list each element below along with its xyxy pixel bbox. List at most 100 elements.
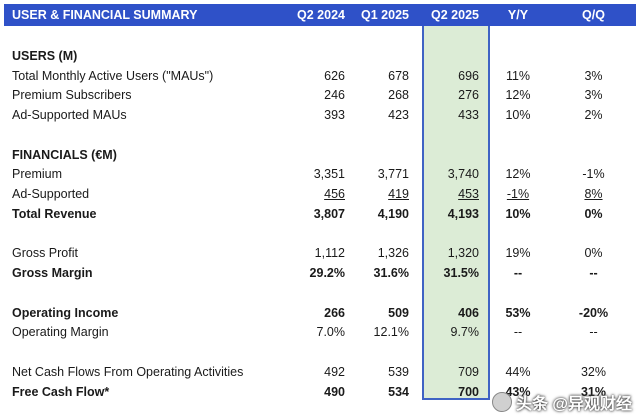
cell-q1-2025: 539 (388, 365, 409, 380)
cell-q2-2024: 29.2% (309, 266, 345, 281)
table-row-free-cash-flow: Free Cash Flow* 490 534 700 43% 31% (4, 382, 636, 402)
section-financials: FINANCIALS (€M) (4, 145, 636, 165)
cell-qq: 8% (584, 186, 603, 201)
row-label: Ad-Supported MAUs (12, 107, 127, 122)
table-header: USER & FINANCIAL SUMMARY Q2 2024 Q1 2025… (4, 4, 636, 26)
q2-2025-column-highlight (422, 4, 490, 400)
cell-yy: 10% (505, 107, 531, 122)
cell-qq: 3% (584, 88, 603, 103)
cell-q2-2024: 3,807 (313, 206, 345, 221)
spacer (4, 224, 636, 244)
col-header-q1-2025: Q1 2025 (361, 8, 409, 22)
cell-q1-2025: 509 (388, 305, 409, 320)
table-row-operating-income: Operating Income 266 509 406 53% -20% (4, 303, 636, 323)
row-label: Total Revenue (12, 206, 97, 221)
cell-qq: 31% (580, 384, 607, 399)
cell-q1-2025: 12.1% (373, 325, 409, 340)
section-title: USERS (M) (12, 48, 78, 63)
table-row-gross-margin: Gross Margin 29.2% 31.6% 31.5% -- -- (4, 263, 636, 283)
watermark-text: 头条 @异观财经 (515, 396, 632, 413)
table-row-total-revenue: Total Revenue 3,807 4,190 4,193 10% 0% (4, 204, 636, 224)
cell-q2-2025: 4,193 (447, 206, 479, 221)
cell-q2-2024: 246 (324, 88, 345, 103)
cell-yy: -1% (506, 186, 530, 201)
table-row-ad-supported: Ad-Supported 456 419 453 -1% 8% (4, 184, 636, 204)
cell-q2-2025: 709 (458, 365, 479, 380)
row-label: Total Monthly Active Users ("MAUs") (12, 68, 214, 83)
spacer (4, 26, 636, 46)
table-title: USER & FINANCIAL SUMMARY (12, 8, 198, 22)
cell-yy: 43% (505, 384, 531, 399)
cell-q2-2025: 1,320 (447, 246, 479, 261)
cell-yy: -- (513, 325, 523, 340)
cell-q1-2025: 31.6% (373, 266, 409, 281)
row-label: Operating Margin (12, 325, 109, 340)
cell-q1-2025: 3,771 (377, 167, 409, 182)
row-label: Ad-Supported (12, 186, 90, 201)
cell-q2-2025: 3,740 (447, 167, 479, 182)
cell-yy: 10% (505, 206, 531, 221)
cell-yy: 19% (505, 246, 531, 261)
cell-qq: 3% (584, 68, 603, 83)
cell-q1-2025: 678 (388, 68, 409, 83)
cell-qq: 0% (584, 206, 603, 221)
cell-yy: -- (513, 266, 523, 281)
row-label: Premium (12, 167, 63, 182)
cell-q1-2025: 423 (388, 107, 409, 122)
cell-qq: -1% (582, 167, 605, 182)
cell-yy: 11% (505, 68, 531, 83)
watermark: 头条 @异观财经 (491, 390, 632, 414)
cell-q2-2024: 1,112 (314, 246, 345, 261)
section-title: FINANCIALS (€M) (12, 147, 117, 162)
cell-yy: 53% (505, 305, 531, 320)
cell-q2-2024: 7.0% (316, 325, 346, 340)
col-header-q2-2024: Q2 2024 (297, 8, 345, 22)
row-label: Operating Income (12, 305, 119, 320)
cell-q2-2024: 3,351 (313, 167, 345, 182)
cell-q2-2025: 31.5% (443, 266, 479, 281)
table-row-premium: Premium 3,351 3,771 3,740 12% -1% (4, 164, 636, 184)
col-header-qq: Q/Q (582, 8, 605, 22)
cell-q1-2025: 268 (388, 88, 409, 103)
cell-q1-2025: 4,190 (377, 206, 409, 221)
cell-q2-2025: 433 (458, 107, 479, 122)
col-header-q2-2025: Q2 2025 (431, 8, 479, 22)
cell-qq: -- (589, 325, 598, 340)
cell-q2-2024: 492 (324, 365, 345, 380)
cell-q2-2024: 626 (324, 68, 345, 83)
cell-qq: 32% (580, 365, 607, 380)
spacer (4, 342, 636, 362)
cell-q2-2025: 700 (458, 384, 479, 399)
row-label: Net Cash Flows From Operating Activities (12, 365, 244, 380)
cell-q2-2025: 276 (458, 88, 479, 103)
cell-qq: 2% (584, 107, 603, 122)
row-label: Gross Profit (12, 246, 78, 261)
row-label: Premium Subscribers (12, 88, 132, 103)
cell-q1-2025: 534 (388, 384, 409, 399)
cell-q1-2025: 419 (388, 186, 409, 201)
financial-summary-table: USER & FINANCIAL SUMMARY Q2 2024 Q1 2025… (4, 4, 636, 402)
spacer (4, 283, 636, 303)
table-row-total-maus: Total Monthly Active Users ("MAUs") 626 … (4, 66, 636, 86)
col-header-yy: Y/Y (507, 8, 529, 22)
cell-yy: 12% (505, 88, 531, 103)
cell-q2-2024: 393 (324, 107, 345, 122)
table-row-premium-subscribers: Premium Subscribers 246 268 276 12% 3% (4, 85, 636, 105)
row-label: Free Cash Flow* (12, 384, 110, 399)
cell-q2-2024: 456 (324, 186, 345, 201)
cell-q2-2024: 266 (324, 305, 345, 320)
row-label: Gross Margin (12, 266, 93, 281)
cell-q2-2025: 9.7% (450, 325, 480, 340)
spacer (4, 125, 636, 145)
table-row-gross-profit: Gross Profit 1,112 1,326 1,320 19% 0% (4, 244, 636, 264)
cell-q2-2025: 453 (458, 186, 479, 201)
section-users: USERS (M) (4, 46, 636, 66)
cell-qq: -- (589, 266, 598, 281)
cell-yy: 44% (505, 365, 531, 380)
table-row-ad-supported-maus: Ad-Supported MAUs 393 423 433 10% 2% (4, 105, 636, 125)
table-row-net-cash-flows: Net Cash Flows From Operating Activities… (4, 362, 636, 382)
table-row-operating-margin: Operating Margin 7.0% 12.1% 9.7% -- -- (4, 323, 636, 343)
cell-qq: 0% (584, 246, 603, 261)
cell-q2-2025: 406 (458, 305, 479, 320)
watermark-logo-icon (491, 392, 512, 412)
